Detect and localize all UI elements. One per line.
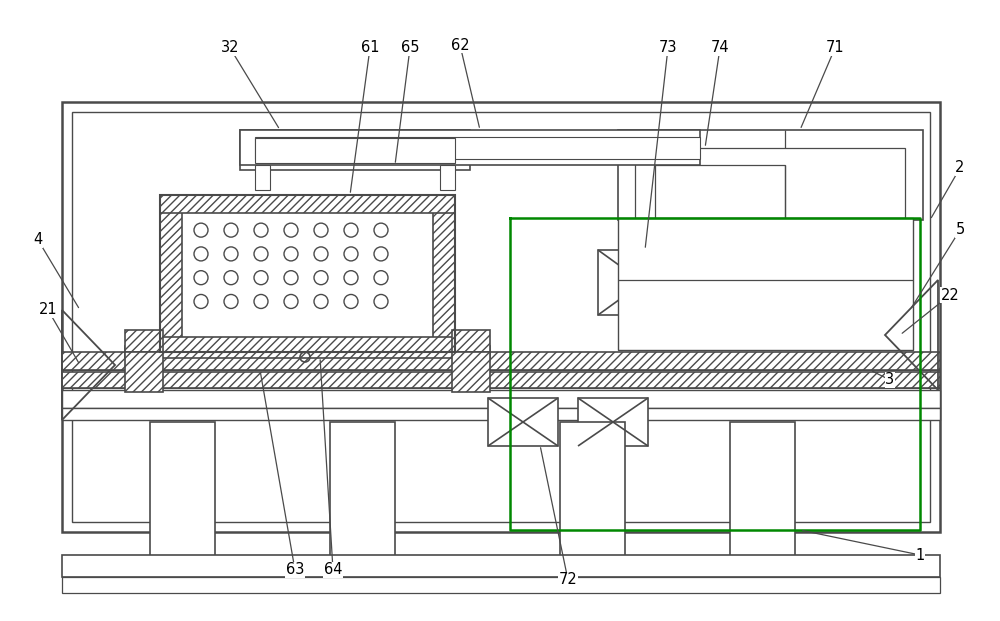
Bar [452, 352, 490, 392]
Text: 63: 63 [286, 563, 304, 578]
Bar [125, 346, 490, 358]
Bar [618, 130, 923, 220]
Text: 2: 2 [955, 160, 965, 176]
Bar [488, 398, 558, 446]
Bar [62, 390, 940, 408]
Text: 5: 5 [955, 222, 965, 237]
Bar [440, 165, 455, 190]
Bar [62, 555, 940, 577]
Text: 61: 61 [361, 40, 379, 55]
Text: 65: 65 [401, 40, 419, 55]
Bar [160, 337, 455, 352]
Text: 62: 62 [451, 37, 469, 53]
Bar [255, 138, 455, 163]
Bar [160, 195, 182, 352]
Bar [730, 422, 795, 562]
Text: 71: 71 [826, 40, 844, 55]
Bar [433, 195, 455, 352]
Text: 73: 73 [659, 40, 677, 55]
Bar [240, 130, 470, 170]
Bar [62, 408, 940, 420]
Text: 22: 22 [941, 288, 959, 302]
Bar [452, 330, 490, 352]
Bar [655, 165, 785, 218]
Bar [240, 130, 700, 165]
Text: 3: 3 [885, 373, 895, 388]
Bar [125, 352, 163, 392]
Bar [160, 195, 455, 213]
Bar [62, 102, 940, 532]
Bar [62, 372, 940, 388]
Text: 72: 72 [559, 573, 577, 587]
Text: 1: 1 [915, 548, 925, 563]
Bar [578, 398, 648, 446]
Bar [255, 137, 700, 159]
Bar [160, 195, 455, 352]
Bar [330, 422, 395, 562]
Text: 32: 32 [221, 40, 239, 55]
Text: 64: 64 [324, 563, 342, 578]
Bar [560, 422, 625, 562]
Bar [635, 148, 905, 218]
Text: 4: 4 [33, 232, 43, 248]
Bar [618, 218, 913, 350]
Bar [598, 250, 688, 315]
Bar [62, 577, 940, 593]
Text: 21: 21 [39, 302, 57, 317]
Bar [255, 165, 270, 190]
Bar [72, 112, 930, 522]
Bar [62, 352, 940, 370]
Bar [150, 422, 215, 562]
Bar [125, 330, 163, 352]
Text: 74: 74 [711, 40, 729, 55]
